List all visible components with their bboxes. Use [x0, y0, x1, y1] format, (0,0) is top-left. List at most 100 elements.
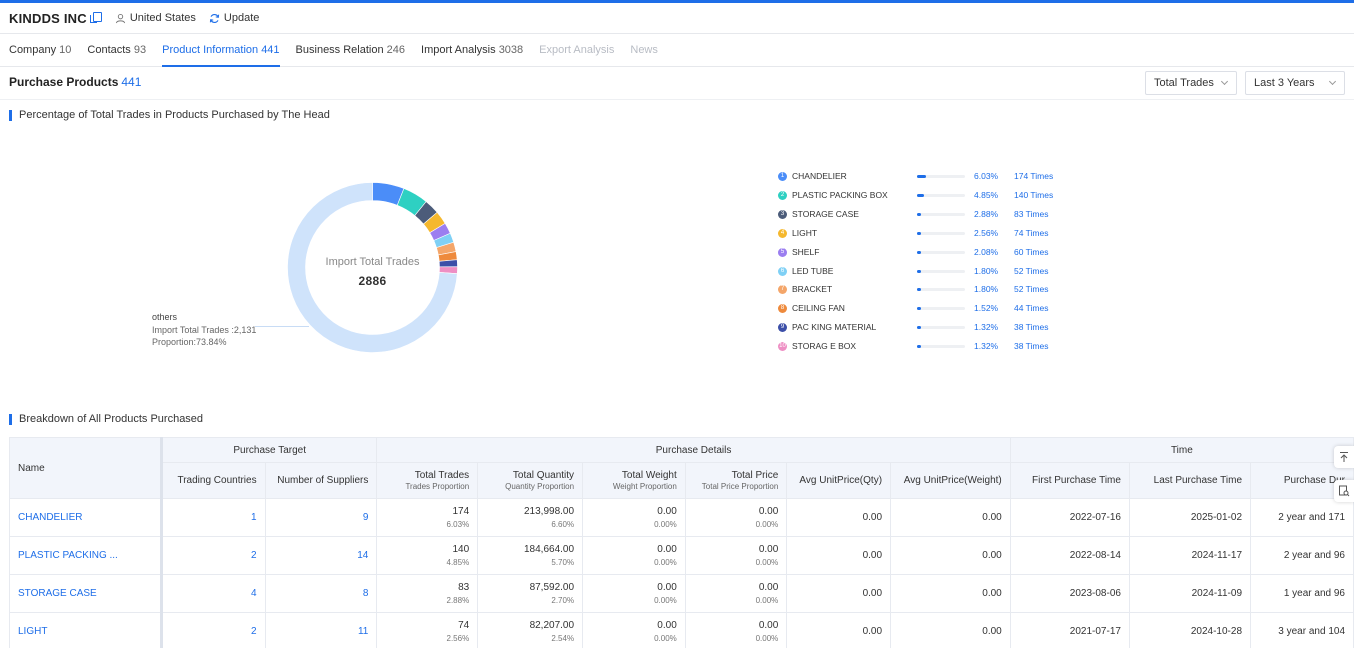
cell-proportion: 0.00% [755, 634, 779, 643]
suppliers-link[interactable]: 14 [264, 536, 378, 575]
legend-item[interactable]: 6 LED TUBE 1.80% 52 Times [778, 265, 1068, 279]
unit-price-qty-cell: 0.00 [786, 498, 892, 537]
column-header-last-time[interactable]: Last Purchase Time [1128, 462, 1252, 499]
cell-value: 87,592.00 [529, 582, 575, 593]
column-header-name: Name [9, 437, 163, 499]
tab-contacts[interactable]: Contacts 93 [87, 34, 146, 67]
tab-product-information[interactable]: Product Information 441 [162, 34, 280, 67]
back-to-top-button[interactable] [1334, 446, 1354, 468]
feedback-button[interactable] [1334, 480, 1354, 502]
donut-center-value: 2886 [358, 274, 387, 288]
cell-value: 0.00 [657, 506, 677, 517]
weight-cell: 0.00 0.00% [582, 612, 686, 648]
cell-proportion: 2.54% [551, 634, 575, 643]
legend-percent: 6.03% [974, 171, 999, 181]
arrow-up-icon [1340, 452, 1348, 462]
donut-slice[interactable] [287, 182, 458, 353]
legend-percent: 1.32% [974, 322, 999, 333]
trading-countries-link[interactable]: 2 [160, 536, 266, 575]
chevron-down-icon [1328, 77, 1337, 86]
trading-countries-link[interactable]: 1 [160, 498, 266, 537]
metric-select[interactable]: Total Trades [1145, 71, 1237, 95]
tab-count: 441 [261, 44, 280, 56]
suppliers-link[interactable]: 9 [264, 498, 378, 537]
legend-item[interactable]: 9 PAC KING MATERIAL 1.32% 38 Times [778, 321, 1068, 335]
column-header-price[interactable]: Total Price Total Price Proportion [684, 462, 788, 499]
product-name-link[interactable]: STORAGE CASE [9, 574, 163, 613]
cell-proportion: 4.85% [446, 558, 470, 567]
legend-item[interactable]: 8 CEILING FAN 1.52% 44 Times [778, 302, 1068, 316]
legend-times: 52 Times [1014, 265, 1049, 276]
tab-import-analysis[interactable]: Import Analysis 3038 [421, 34, 523, 67]
product-name-link[interactable]: LIGHT [9, 612, 163, 648]
tab-export-analysis[interactable]: Export Analysis [539, 34, 614, 67]
cell-proportion: 0.00% [755, 520, 779, 529]
table-row: CHANDELIER 1 9 174 6.03% 213,998.00 6.60% 0.00 0… [9, 498, 1354, 537]
legend-bar-fill [917, 193, 925, 197]
cell-value: 174 [452, 506, 470, 517]
column-header-countries[interactable]: Trading Countries [160, 462, 266, 499]
legend-bar [917, 231, 965, 235]
legend-item[interactable]: 1 CHANDELIER 6.03% 174 Times [778, 170, 1068, 184]
tab-label: Business Relation [295, 44, 384, 56]
legend-times: 38 Times [1014, 341, 1049, 352]
floating-tools [1334, 446, 1354, 514]
group-header-details: Purchase Details [376, 437, 1011, 463]
column-header-duration[interactable]: Purchase Dur [1250, 462, 1354, 499]
trading-countries-link[interactable]: 2 [160, 612, 266, 648]
legend-percent: 1.32% [974, 341, 999, 352]
cell-proportion: 0.00% [654, 634, 677, 643]
period-select[interactable]: Last 3 Years [1245, 71, 1345, 95]
cell-value: 0.00 [657, 582, 677, 593]
legend-item[interactable]: 5 SHELF 2.08% 60 Times [778, 246, 1068, 260]
first-purchase-cell: 2022-08-14 [1009, 536, 1130, 575]
suppliers-link[interactable]: 11 [264, 612, 378, 648]
header-main: Total Price [731, 470, 779, 481]
tab-company[interactable]: Company 10 [9, 34, 71, 67]
update-label: Update [223, 12, 260, 24]
metric-value: Total Trades [1154, 77, 1214, 89]
unit-price-weight-cell: 0.00 [890, 574, 1011, 613]
trades-cell: 83 2.88% [376, 574, 479, 613]
column-header-quantity[interactable]: Total Quantity Quantity Proportion [477, 462, 584, 499]
cell-proportion: 0.00% [654, 558, 677, 567]
legend-item[interactable]: 3 STORAGE CASE 2.88% 83 Times [778, 208, 1068, 222]
first-purchase-cell: 2022-07-16 [1009, 498, 1130, 537]
legend-item[interactable]: 7 BRACKET 1.80% 52 Times [778, 283, 1068, 297]
tab-news[interactable]: News [630, 34, 658, 67]
column-header-unit-weight[interactable]: Avg UnitPrice(Weight) [890, 462, 1011, 499]
header-main: Total Trades [414, 470, 470, 481]
column-header-weight[interactable]: Total Weight Weight Proportion [582, 462, 686, 499]
cell-proportion: 0.00% [755, 558, 779, 567]
legend-index-badge: 3 [778, 209, 787, 219]
cell-value: 0.00 [758, 620, 779, 631]
trading-countries-link[interactable]: 4 [160, 574, 266, 613]
column-header-trades[interactable]: Total Trades Trades Proportion [376, 462, 479, 499]
legend-item[interactable]: 10 STORAG E BOX 1.32% 38 Times [778, 340, 1068, 354]
legend-index-badge: 9 [778, 323, 787, 333]
cell-value: 0.00 [657, 544, 677, 555]
legend-times: 44 Times [1014, 303, 1049, 314]
table-row: LIGHT 2 11 74 2.56% 82,207.00 2.54% 0.00 0.00% 0.… [9, 612, 1354, 648]
suppliers-link[interactable]: 8 [264, 574, 378, 613]
tab-label: Import Analysis [421, 44, 496, 56]
tab-business-relation[interactable]: Business Relation 246 [296, 34, 405, 67]
legend-item[interactable]: 2 PLASTIC PACKING BOX 4.85% 140 Times [778, 189, 1068, 203]
legend-item[interactable]: 4 LIGHT 2.56% 74 Times [778, 227, 1068, 241]
legend-bar-fill [917, 212, 922, 216]
column-header-unit-qty[interactable]: Avg UnitPrice(Qty) [786, 462, 892, 499]
cell-value: 0.00 [758, 582, 779, 593]
unit-price-weight-cell: 0.00 [890, 498, 1011, 537]
column-header-first-time[interactable]: First Purchase Time [1009, 462, 1130, 499]
column-header-suppliers[interactable]: Number of Suppliers [264, 462, 378, 499]
product-name-link[interactable]: CHANDELIER [9, 498, 163, 537]
copy-icon[interactable] [89, 12, 102, 23]
legend-bar [917, 345, 965, 349]
cell-value: 0.00 [758, 506, 779, 517]
product-name-link[interactable]: PLASTIC PACKING ... [9, 536, 163, 575]
legend-index-badge: 5 [778, 247, 787, 257]
update-button[interactable]: Update [209, 12, 259, 24]
country-label: United States [129, 12, 196, 24]
cell-proportion: 0.00% [654, 596, 677, 605]
header-sub: Total Price Proportion [701, 482, 779, 491]
